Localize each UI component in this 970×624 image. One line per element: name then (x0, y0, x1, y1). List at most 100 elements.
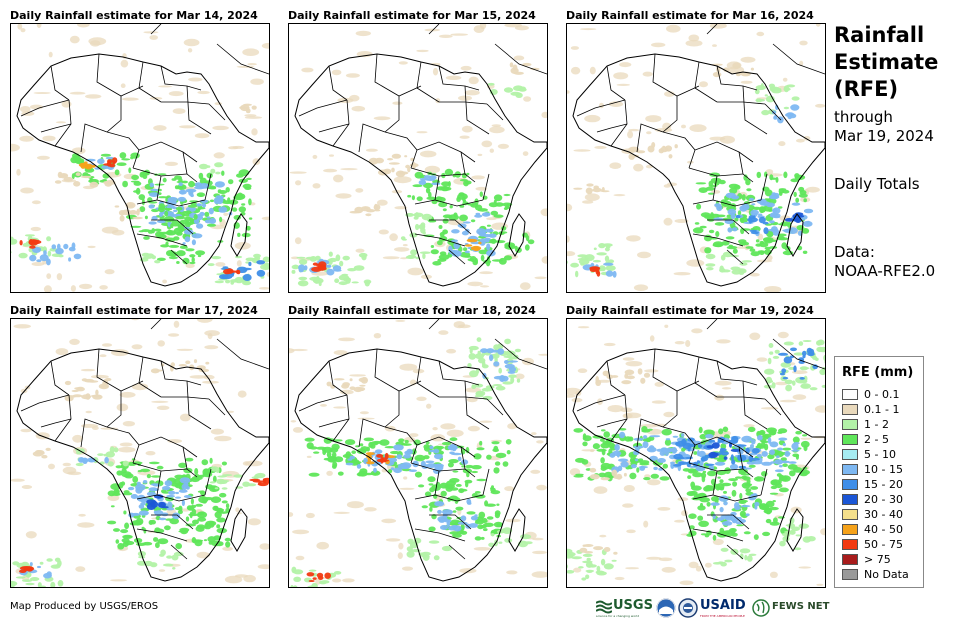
madagascar-outline (230, 213, 248, 257)
rain-patch (451, 229, 460, 234)
rain-patch (335, 193, 352, 199)
rain-patch (153, 125, 167, 131)
country-border (374, 348, 422, 392)
rain-patch (174, 474, 184, 479)
rain-patch (640, 377, 646, 384)
rain-patch (459, 214, 468, 222)
rain-patch (217, 475, 227, 478)
rain-patch (684, 456, 694, 460)
rain-patch (116, 470, 123, 476)
rain-patch (586, 557, 591, 562)
country-border (726, 544, 744, 560)
country-border (448, 249, 466, 265)
rain-patch (194, 186, 205, 190)
rain-patch (382, 256, 400, 260)
rain-patch (342, 578, 355, 583)
rain-patch (750, 486, 759, 490)
rain-patch (370, 444, 376, 449)
rain-patch (699, 225, 707, 229)
rain-patch (353, 461, 362, 464)
rain-patch (714, 394, 725, 401)
rain-patch (422, 231, 426, 235)
rain-patch (107, 494, 120, 502)
data-source: NOAA-RFE2.0 (834, 262, 936, 280)
country-border (96, 348, 144, 392)
arabia-outline (216, 43, 269, 75)
rain-patch (745, 513, 750, 517)
rain-patch (62, 462, 71, 467)
rain-patch (493, 467, 500, 474)
rain-patch (510, 376, 515, 384)
country-border (694, 61, 718, 103)
rain-patch (238, 206, 246, 213)
rain-patch (432, 261, 442, 266)
rain-patch (489, 148, 494, 153)
rain-patch (450, 33, 468, 36)
rain-patch (473, 25, 485, 33)
rain-patch (188, 180, 195, 188)
rain-patch (54, 557, 61, 562)
rain-patch (627, 130, 634, 139)
rain-patch (792, 453, 800, 458)
rain-patch (191, 233, 203, 239)
rain-patch (603, 262, 614, 266)
rain-patch (20, 106, 31, 113)
rain-patch (364, 507, 377, 512)
rain-patch (119, 215, 125, 222)
rain-patch (207, 333, 213, 340)
rain-patch (91, 374, 109, 379)
rain-patch (355, 248, 365, 253)
rain-patch (765, 508, 772, 515)
rain-patch (724, 467, 731, 474)
country-border (717, 396, 766, 400)
rain-patch (178, 364, 187, 367)
legend-swatch (842, 464, 858, 475)
rain-patch (504, 338, 511, 345)
rain-patch (190, 504, 197, 509)
rain-patch (256, 269, 266, 277)
panel-title: Daily Rainfall estimate for Mar 16, 2024 (566, 9, 814, 22)
rain-patch (215, 171, 221, 175)
rain-patch (536, 440, 544, 444)
country-border (716, 65, 758, 91)
rain-patch (148, 221, 157, 225)
rain-patch (11, 478, 25, 482)
country-border (161, 101, 210, 105)
country-border (80, 418, 108, 448)
rain-patch (55, 348, 69, 356)
rain-patch (441, 181, 451, 187)
rain-patch (777, 233, 787, 237)
rain-patch (784, 450, 791, 457)
rain-patch (693, 451, 698, 455)
rain-patch (452, 448, 456, 452)
rain-patch (604, 255, 610, 263)
rain-patch (489, 126, 505, 134)
rain-patch (755, 243, 762, 247)
map-credit: Map Produced by USGS/EROS (10, 601, 159, 612)
rain-patch (219, 492, 227, 498)
rain-patch (434, 463, 444, 468)
rain-patch (419, 150, 437, 158)
rain-patch (721, 387, 732, 390)
rain-patch (678, 461, 689, 465)
rain-patch (642, 441, 649, 449)
rain-patch (81, 423, 99, 428)
rain-patch (198, 172, 204, 180)
rain-patch (440, 423, 456, 430)
rain-patch (214, 280, 224, 284)
rain-patch (209, 457, 213, 464)
rain-patch (262, 256, 269, 263)
rain-patch (257, 564, 269, 570)
country-border (416, 61, 440, 103)
rain-patch (800, 384, 809, 388)
rain-patch (475, 204, 483, 211)
rain-patch (739, 262, 748, 266)
country-border (170, 544, 188, 560)
rain-patch (119, 152, 127, 159)
rain-patch (486, 348, 495, 354)
mediterranean-outline (706, 319, 718, 330)
rain-patch (759, 242, 769, 248)
rain-patch (365, 452, 375, 456)
rain-patch (541, 256, 547, 264)
rain-patch (662, 122, 672, 131)
